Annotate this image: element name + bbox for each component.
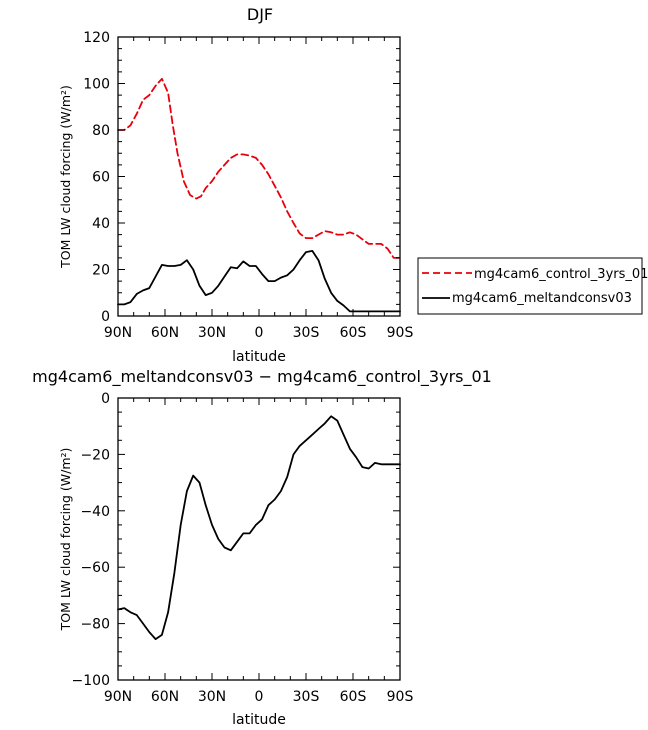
- panel-top-x-tick-label: 60N: [151, 325, 179, 341]
- panel-top-frame: [117, 36, 401, 317]
- panel-bottom-x-tick-label: 90N: [104, 689, 132, 705]
- panel-bottom-frame: [117, 397, 401, 681]
- panel-top-y-tick-label: 120: [83, 30, 110, 46]
- panel-bottom: mg4cam6_meltandconsv03 − mg4cam6_control…: [32, 367, 492, 728]
- panel-top-y-tick-label: 40: [92, 216, 110, 232]
- legend-label-control: mg4cam6_control_3yrs_01: [474, 267, 648, 282]
- legend-label-meltandconsv: mg4cam6_meltandconsv03: [452, 291, 632, 306]
- panel-top-x-tick-label: 90S: [387, 325, 414, 341]
- panel-top-x-tick-label: 30S: [293, 325, 320, 341]
- panel-bottom-title: mg4cam6_meltandconsv03 − mg4cam6_control…: [32, 367, 492, 387]
- panel-top-axes: 90N 60N 30N 0 30S 60S 90S 0 20 40 60 80 100 120: [83, 30, 413, 341]
- panel-top-y-tick-label: 20: [92, 263, 110, 279]
- panel-top-series: [117, 77, 401, 313]
- panel-top-y-tick-label: 60: [92, 170, 110, 186]
- panel-bottom-y-tick-label: −80: [80, 617, 110, 633]
- panel-bottom-x-axis-label: latitude: [232, 712, 286, 728]
- panel-top-x-tick-label: 60S: [340, 325, 367, 341]
- panel-bottom-x-tick-label: 60N: [151, 689, 179, 705]
- panel-bottom-x-tick-label: 30N: [198, 689, 226, 705]
- panel-bottom-y-tick-label: 0: [101, 391, 110, 407]
- legend: mg4cam6_control_3yrs_01 mg4cam6_meltandc…: [417, 257, 648, 315]
- panel-bottom-y-tick-label: −20: [80, 447, 110, 463]
- panel-top-y-tick-label: 80: [92, 123, 110, 139]
- panel-bottom-x-tick-label: 60S: [340, 689, 367, 705]
- panel-bottom-axes: 90N 60N 30N 0 30S 60S 90S −100 −80 −60 −40 −20 0: [72, 391, 414, 705]
- panel-top-series-line-1: [117, 250, 401, 313]
- panel-bottom-x-tick-label: 30S: [293, 689, 320, 705]
- panel-top-x-tick-label: 30N: [198, 325, 226, 341]
- panel-top-y-axis-label: TOM LW cloud forcing (W/m²): [58, 85, 73, 269]
- panel-top-y-tick-label: 0: [101, 309, 110, 325]
- panel-bottom-x-tick-label: 0: [255, 689, 264, 705]
- panel-bottom-series: [117, 415, 401, 640]
- panel-bottom-y-axis-label: TOM LW cloud forcing (W/m²): [58, 448, 73, 632]
- panel-bottom-x-tick-label: 90S: [387, 689, 414, 705]
- panel-top-title: DJF: [247, 5, 273, 24]
- panel-bottom-series-line-0: [117, 415, 401, 640]
- panel-bottom-y-tick-label: −40: [80, 504, 110, 520]
- panel-top: DJF 90N 60N 30N 0 30S 60S 90S 0 20 40 60 80 100 120 l…: [58, 5, 648, 365]
- panel-bottom-y-tick-label: −100: [72, 673, 110, 689]
- panel-bottom-y-tick-label: −60: [80, 560, 110, 576]
- panel-top-x-tick-label: 0: [255, 325, 264, 341]
- legend-box: [417, 257, 643, 315]
- panel-top-x-axis-label: latitude: [232, 349, 286, 365]
- panel-top-x-tick-label: 90N: [104, 325, 132, 341]
- panel-top-y-tick-label: 100: [83, 77, 110, 93]
- panel-top-series-line-0: [117, 77, 401, 259]
